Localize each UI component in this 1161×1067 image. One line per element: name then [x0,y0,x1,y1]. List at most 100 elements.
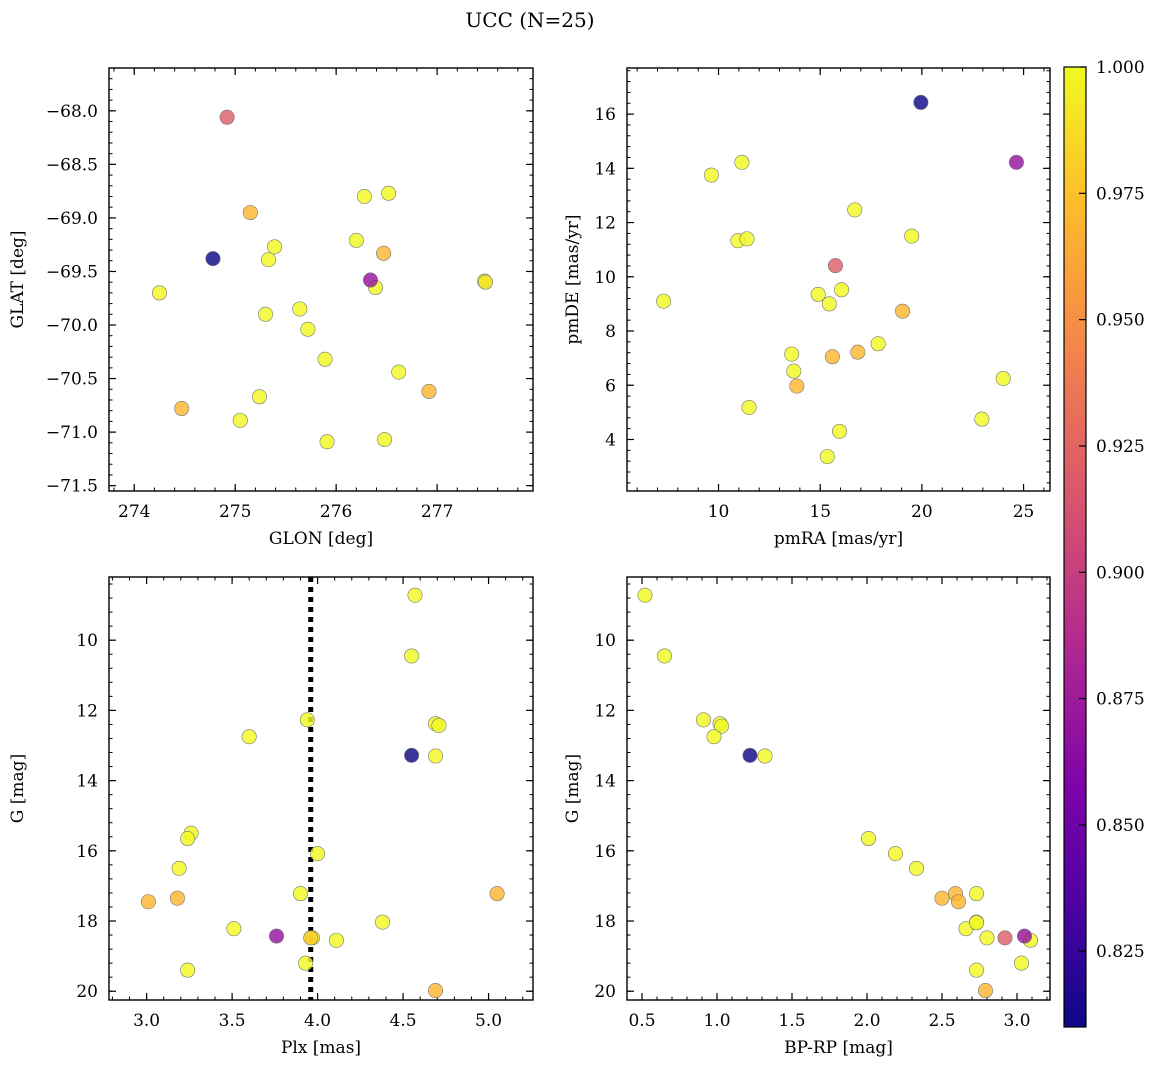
data-point [251,389,267,405]
x-tick-label: 2.0 [853,1011,880,1031]
data-point [241,729,257,745]
data-point [934,890,950,906]
colorbar-tick-label: 0.875 [1096,690,1145,710]
data-point [1013,955,1029,971]
data-point [174,401,190,417]
data-point [695,712,711,728]
data-point [428,983,444,999]
data-point [303,930,319,946]
data-point [977,983,993,999]
data-point [850,344,866,360]
y-axis-label: GLAT [deg] [8,230,28,328]
colorbar-tick-label: 0.975 [1096,184,1145,204]
y-tick-label: 18 [76,912,98,932]
data-point [821,296,837,312]
data-point [1008,154,1024,170]
data-point [171,860,187,876]
colorbar-gradient [1063,66,1087,1028]
x-tick-label: 0.5 [628,1011,655,1031]
data-point [656,293,672,309]
data-point [904,228,920,244]
data-point [431,717,447,733]
data-point [757,748,773,764]
data-point [827,258,843,274]
plot-frame [108,576,534,1001]
y-tick-label: −70.0 [46,316,98,336]
data-point [232,412,248,428]
data-point [269,928,285,944]
data-point [819,449,835,465]
data-point [656,648,672,664]
x-tick-label: 1.0 [703,1011,730,1031]
data-point [810,286,826,302]
data-point [834,282,850,298]
y-tick-label: 16 [76,842,98,862]
y-tick-label: 12 [594,701,616,721]
data-point [968,915,984,931]
data-point [219,109,235,125]
x-tick-label: 3.0 [1003,1011,1030,1031]
data-point [995,370,1011,386]
y-tick-label: −68.0 [46,102,98,122]
x-tick-label: 2.5 [928,1011,955,1031]
data-point [870,336,886,352]
y-tick-label: 12 [76,701,98,721]
y-tick-label: 6 [605,376,616,396]
colorbar-tick-label: 0.900 [1096,563,1145,583]
y-tick-label: 10 [594,268,616,288]
data-point [242,205,258,221]
data-point [968,886,984,902]
data-point [375,914,391,930]
panel-position: 274 275 276 277 −68.0 −68.5 −69.0 −69.5 −70.0 −70… [8,67,534,549]
data-point [376,245,392,261]
data-point [300,321,316,337]
data-point [267,239,283,255]
data-point [257,306,273,322]
data-point [950,894,966,910]
data-point [362,272,378,288]
y-tick-label: 20 [594,982,616,1002]
data-point [997,930,1013,946]
x-axis-label: Plx [mas] [281,1038,361,1058]
y-tick-label: −70.5 [46,370,98,390]
data-point [489,886,505,902]
panel-proper-motion: 10 15 20 25 4 6 8 10 12 14 16 pmRA [mas/yr] pmDE [ma… [563,67,1051,549]
data-point [319,434,335,450]
y-tick-label: −68.5 [46,155,98,175]
data-point [428,748,444,764]
y-axis-label: pmDE [mas/yr] [563,214,583,344]
y-tick-label: −71.5 [46,477,98,497]
y-tick-label: 16 [594,842,616,862]
data-point [404,747,420,763]
panel-cmd: 0.5 1.0 1.5 2.0 2.5 3.0 10 12 14 16 18 20 BP-RP [mag… [563,576,1051,1058]
data-point [226,921,242,937]
data-point [478,274,494,290]
y-tick-label: 4 [605,430,616,450]
data-point [832,423,848,439]
plot-frame [626,67,1051,492]
y-tick-label: 8 [605,322,616,342]
x-tick-label: 276 [320,502,352,522]
data-point [786,363,802,379]
x-tick-label: 10 [708,502,730,522]
data-point [974,411,990,427]
data-point [887,846,903,862]
y-axis-label: G [mag] [8,754,28,823]
y-tick-label: 14 [594,772,616,792]
data-point [391,364,407,380]
y-tick-label: 12 [594,214,616,234]
data-point [739,231,755,247]
data-point [968,962,984,978]
colorbar-tick-label: 0.950 [1096,311,1145,331]
data-point [140,894,156,910]
data-point [742,747,758,763]
x-tick-label: 275 [219,502,251,522]
data-point [706,729,722,745]
y-tick-label: 10 [594,631,616,651]
data-point [151,285,167,301]
x-tick-label: 15 [809,502,831,522]
data-point [741,399,757,415]
data-point [310,846,326,862]
data-point [328,932,344,948]
y-tick-label: 10 [76,631,98,651]
